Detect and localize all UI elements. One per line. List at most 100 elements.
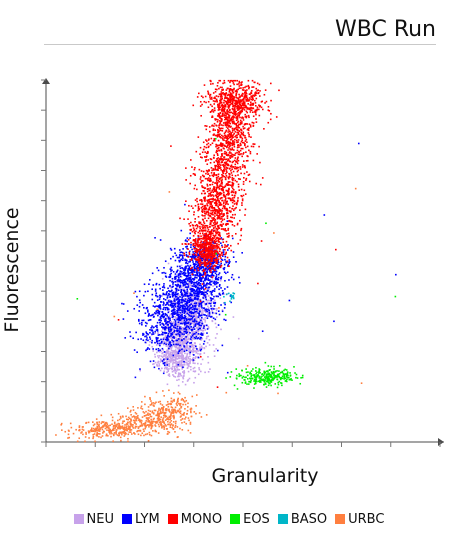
point-mono: [237, 88, 239, 91]
point-mono: [230, 100, 232, 103]
point-neu: [182, 375, 185, 377]
point-lym: [216, 278, 219, 281]
point-mono: [201, 250, 204, 253]
point-lym: [157, 269, 160, 272]
point-neu: [186, 298, 189, 301]
point-mono: [215, 260, 218, 263]
point-mono: [250, 109, 253, 111]
point-mono: [226, 122, 229, 125]
point-neu: [207, 299, 210, 302]
point-lym: [159, 324, 162, 326]
point-mono: [217, 233, 220, 236]
point-mono: [214, 210, 217, 212]
point-lym: [173, 313, 175, 315]
point-lym: [173, 329, 176, 332]
point-lym: [199, 279, 202, 282]
point-mono: [218, 200, 220, 202]
point-lym: [163, 364, 166, 367]
point-lym: [148, 314, 150, 316]
point-lym: [170, 290, 172, 293]
point-mono: [203, 156, 206, 158]
point-lym: [181, 308, 184, 310]
point-lym: [184, 266, 186, 269]
point-mono: [245, 95, 248, 97]
point-lym: [154, 312, 156, 314]
point-mono: [209, 269, 212, 272]
point-lym: [217, 324, 220, 326]
point-mono: [254, 102, 257, 104]
point-mono: [204, 227, 207, 229]
point-mono: [230, 155, 232, 157]
point-neu: [168, 310, 170, 313]
point-mono: [206, 140, 208, 142]
point-neu: [181, 343, 184, 345]
point-lym: [187, 269, 189, 272]
point-lym: [196, 272, 199, 275]
point-mono: [228, 119, 231, 121]
point-neu: [198, 328, 201, 331]
point-neu: [186, 366, 189, 369]
point-mono: [238, 130, 241, 133]
point-mono: [223, 144, 226, 147]
point-lym: [197, 316, 200, 319]
point-neu: [202, 312, 204, 314]
point-lym: [180, 290, 183, 292]
point-mono: [218, 114, 221, 117]
point-mono: [241, 195, 243, 198]
point-neu: [194, 362, 196, 365]
point-mono: [208, 233, 211, 236]
point-mono: [241, 116, 244, 118]
point-mono: [225, 193, 228, 196]
point-neu: [181, 381, 184, 383]
point-lym: [190, 325, 192, 328]
point-neu: [194, 370, 196, 373]
point-lym: [172, 285, 174, 288]
point-mono: [231, 214, 234, 216]
point-lym: [183, 319, 186, 322]
point-mono: [242, 117, 245, 119]
point-neu: [171, 368, 173, 371]
point-mono: [202, 238, 204, 240]
point-mono: [197, 136, 200, 138]
point-mono: [248, 93, 251, 96]
point-lym: [212, 289, 215, 292]
point-mono: [210, 198, 213, 200]
point-neu: [177, 354, 180, 356]
point-neu: [203, 302, 206, 305]
point-lym: [214, 301, 217, 304]
point-neu: [198, 298, 200, 301]
point-neu: [181, 363, 183, 366]
point-lym: [212, 282, 215, 284]
point-mono: [228, 147, 230, 149]
point-mono: [224, 118, 226, 121]
point-neu: [152, 363, 154, 366]
point-neu: [177, 323, 179, 326]
point-mono: [224, 121, 227, 124]
point-neu: [163, 359, 165, 362]
point-mono: [193, 231, 196, 234]
point-neu: [182, 320, 185, 323]
point-lym: [213, 257, 215, 260]
point-lym: [178, 330, 181, 332]
point-mono: [220, 157, 223, 160]
point-mono: [213, 239, 216, 242]
point-mono: [231, 182, 234, 184]
point-mono: [200, 244, 202, 246]
point-neu: [183, 373, 185, 375]
point-neu: [211, 307, 214, 309]
point-mono: [209, 180, 211, 183]
point-lym: [138, 320, 140, 322]
point-lym: [189, 293, 192, 295]
point-mono: [206, 190, 209, 193]
point-mono: [227, 122, 230, 124]
point-mono: [248, 149, 250, 152]
point-lym: [174, 294, 176, 297]
point-mono: [203, 222, 206, 225]
point-lym: [144, 341, 147, 344]
point-lym: [177, 297, 180, 299]
point-neu: [169, 346, 172, 349]
point-lym: [162, 372, 165, 375]
point-mono: [205, 128, 208, 131]
point-mono: [227, 176, 229, 179]
point-lym: [154, 294, 157, 297]
